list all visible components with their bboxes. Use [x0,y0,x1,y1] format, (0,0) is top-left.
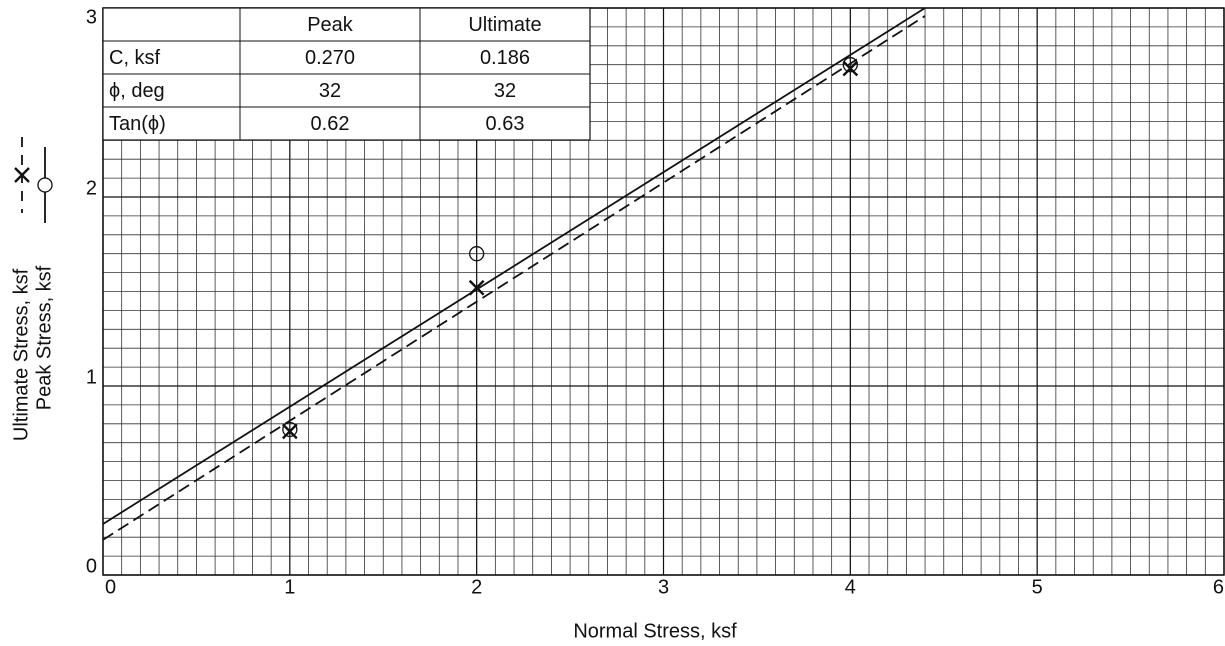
data-point [282,421,298,438]
table-row-label: ϕ, deg [109,80,165,102]
data-point [281,423,298,440]
y-tick-label: 1 [86,366,97,388]
x-tick-label: 2 [471,576,482,598]
fit-line [102,15,926,541]
x-tick-label: 4 [845,576,856,598]
x-tick-label: 0 [105,576,116,598]
legend-marker [37,177,53,193]
fit-line [102,7,926,525]
table-row-label: Tan(ϕ) [109,113,166,135]
legend-marker [14,167,30,183]
table-header: Ultimate [468,14,541,36]
table-cell: 32 [494,80,516,102]
legend-item: Ultimate Stress, ksf [10,137,32,441]
data-point [842,57,858,73]
y-tick-label: 3 [86,6,97,28]
legend-item: Peak Stress, ksf [33,147,55,410]
table-cell: 0.270 [305,47,355,69]
x-tick-label: 5 [1032,576,1043,598]
y-tick-label: 2 [86,177,97,199]
legend-label: Peak Stress, ksf [33,265,55,410]
x-tick-label: 6 [1213,576,1224,598]
data-point [842,60,859,77]
x-axis-label: Normal Stress, ksf [573,620,737,642]
plot-frame [102,7,1225,576]
legend-label: Ultimate Stress, ksf [10,268,32,441]
x-tick-label: 1 [284,576,295,598]
table-cell: 0.62 [311,113,350,135]
table-cell: 32 [319,80,341,102]
table-header: Peak [307,14,354,36]
table-cell: 0.63 [486,113,525,135]
table-row-label: C, ksf [109,47,161,69]
y-tick-label: 0 [86,555,97,577]
x-tick-label: 3 [658,576,669,598]
table-cell: 0.186 [480,47,530,69]
data-point [469,246,485,262]
